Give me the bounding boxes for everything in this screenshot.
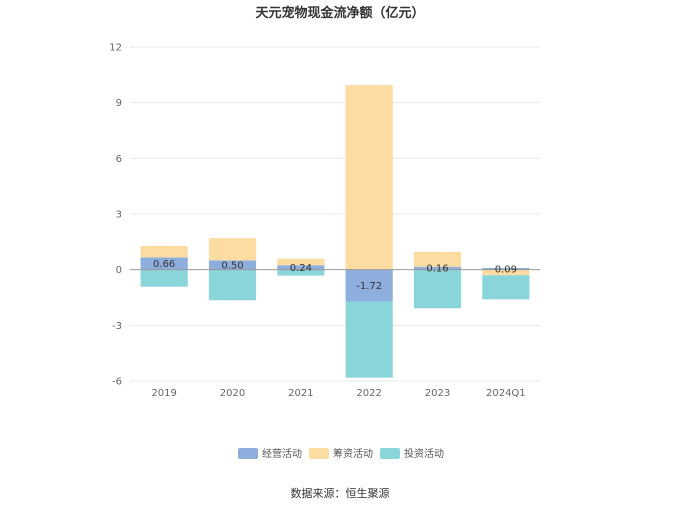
legend-swatch [238, 448, 258, 459]
gridlines [130, 46, 540, 382]
data-label: 0.50 [221, 261, 243, 272]
bar-投资活动-2020 [208, 269, 257, 301]
data-label: 0.66 [153, 259, 175, 270]
bar-筹资活动-2023 [413, 251, 462, 267]
legend-label: 投资活动 [404, 447, 444, 460]
bar-投资活动-2022 [345, 301, 393, 378]
bar-经营活动-2024Q1 [482, 267, 530, 270]
source-note: 数据来源：恒生聚源 [291, 486, 390, 500]
legend-swatch [380, 448, 400, 459]
bars [140, 85, 530, 378]
bar-投资活动-2019 [140, 269, 188, 287]
legend-item[interactable]: 投资活动 [380, 447, 444, 460]
legend-label: 经营活动 [262, 447, 302, 460]
data-labels: 0.66 0.50 0.24 -1.72 0.16 0.09 [153, 259, 517, 292]
bar-筹资活动-2020 [208, 238, 257, 261]
legend-item[interactable]: 筹资活动 [309, 447, 373, 460]
y-tick-label: 9 [116, 98, 122, 109]
bar-经营活动-2023 [413, 266, 462, 270]
bar-投资活动-2023 [413, 269, 462, 309]
legend: 经营活动 筹资活动 投资活动 [238, 447, 444, 460]
bar-筹资活动-2021 [277, 258, 325, 266]
bar-筹资活动-2024Q1 [482, 269, 530, 276]
y-tick-label: -3 [112, 321, 122, 332]
data-label: 0.09 [495, 264, 517, 275]
data-label: -1.72 [356, 281, 382, 292]
bar-投资活动-2021 [277, 269, 325, 276]
x-tick-label: 2021 [288, 388, 313, 399]
chart-title: 天元宠物现金流净额（亿元） [255, 5, 424, 21]
y-tick-label: 6 [116, 154, 122, 165]
y-tick-label: 0 [116, 265, 122, 276]
x-tick-label: 2024Q1 [486, 388, 526, 399]
x-tick-label: 2020 [220, 388, 245, 399]
y-axis-ticks: 12 9 6 3 0 -3 -6 [109, 43, 122, 388]
bar-筹资活动-2022 [345, 85, 393, 270]
x-tick-label: 2022 [356, 388, 381, 399]
y-tick-label: -6 [112, 377, 122, 388]
bar-筹资活动-2019 [140, 245, 188, 258]
bar-经营活动-2020 [208, 260, 257, 270]
x-tick-label: 2023 [425, 388, 450, 399]
legend-label: 筹资活动 [333, 447, 373, 460]
y-tick-label: 3 [116, 210, 122, 221]
x-tick-label: 2019 [151, 388, 176, 399]
data-label: 0.24 [290, 263, 312, 274]
legend-swatch [309, 448, 329, 459]
legend-item[interactable]: 经营活动 [238, 447, 302, 460]
x-axis-ticks: 2019 2020 2021 2022 2023 2024Q1 [151, 388, 525, 399]
bar-经营活动-2022 [345, 269, 393, 302]
bar-经营活动-2019 [140, 257, 188, 270]
y-tick-label: 12 [109, 43, 122, 54]
bar-投资活动-2024Q1 [482, 275, 530, 300]
data-label: 0.16 [426, 264, 448, 275]
bar-经营活动-2021 [277, 265, 325, 270]
